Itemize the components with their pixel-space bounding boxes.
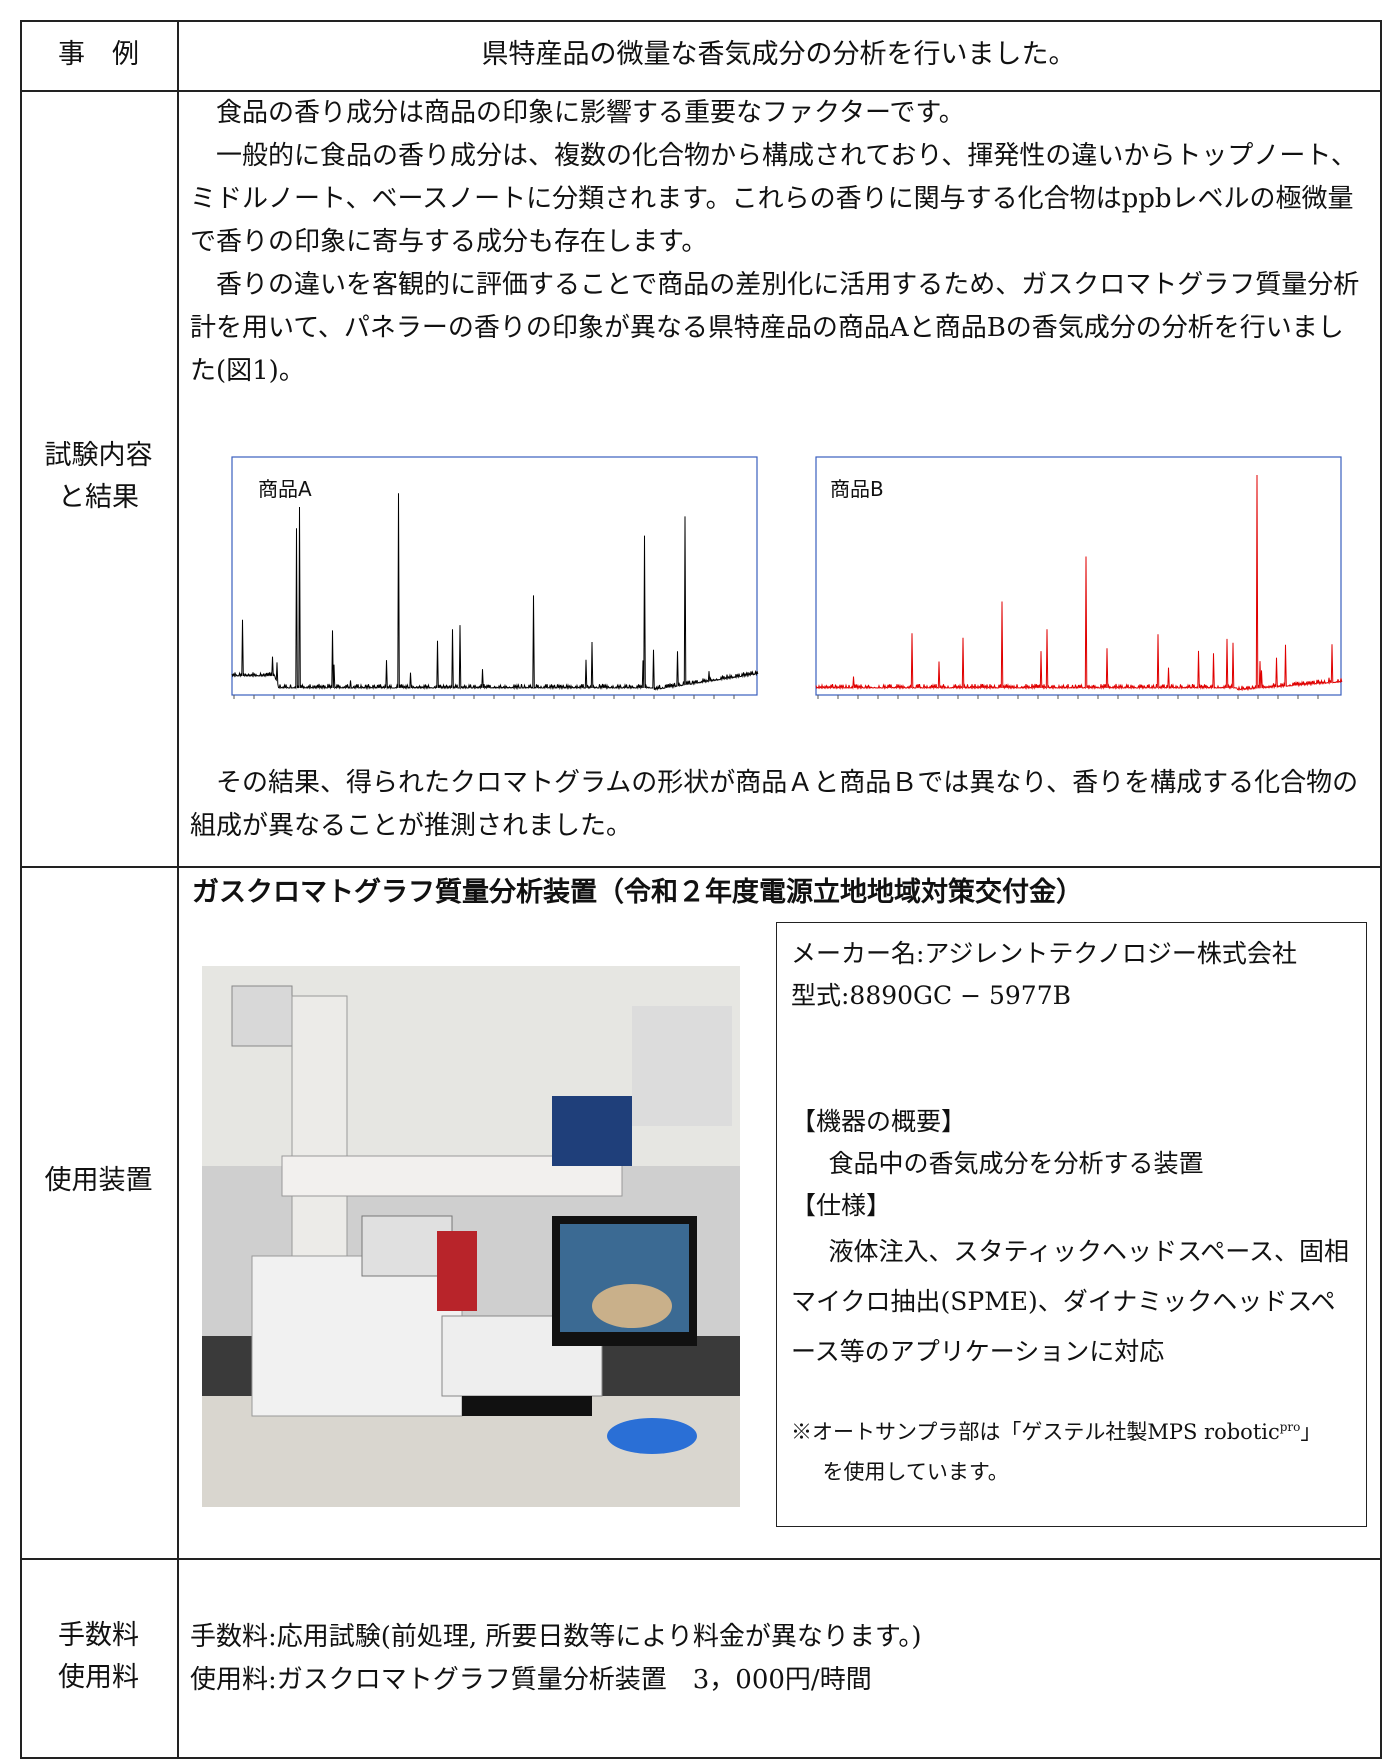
note: ※オートサンプラ部は「ゲステル社製MPS roboticpro」	[791, 1407, 1352, 1452]
label-line: 試験内容	[44, 440, 153, 471]
label-line: 手数料	[58, 1620, 139, 1651]
note-text: ※オートサンプラ部は「ゲステル社製MPS robotic	[791, 1420, 1280, 1444]
chromatogram	[815, 456, 1343, 699]
chromatogram	[231, 456, 759, 699]
spec-line: 食品中の香気成分を分析する装置	[828, 1149, 1204, 1178]
note-sup: pro	[1279, 1420, 1301, 1434]
fee-line: 手数料:応用試験(前処理, 所要日数等により料金が異なります。)	[190, 1622, 922, 1652]
rule	[1380, 20, 1382, 1759]
chromatogram-part	[231, 493, 759, 691]
figure-label: 商品A	[258, 477, 312, 501]
fees-text: 手数料:応用試験(前処理, 所要日数等により料金が異なります。) 使用料:ガスク…	[190, 1616, 921, 1702]
row-label: 使用装置	[44, 1165, 153, 1196]
fee-line: 使用料:ガスクロマトグラフ質量分析装置 3，000円/時間	[190, 1665, 872, 1695]
spec-line: 型式:8890GC − 5977B	[791, 981, 1071, 1010]
spec-title: 【機器の概要】	[791, 1107, 967, 1136]
chromatogram-part	[815, 456, 1342, 696]
rule	[20, 20, 1381, 22]
paragraph: 一般的に食品の香り成分は、複数の化合物から構成されており、揮発性の違いからトップ…	[190, 141, 1357, 257]
note-text: 」	[1300, 1420, 1322, 1444]
spec-title: 【仕様】	[791, 1191, 892, 1220]
rule	[20, 90, 1381, 92]
label-line: と結果	[58, 482, 139, 513]
header-title: 県特産品の微量な香気成分の分析を行いました。	[481, 39, 1076, 70]
rule	[20, 1558, 1381, 1560]
row-label: 試験内容 と結果	[20, 435, 177, 519]
rule	[20, 866, 1381, 868]
spec-line: メーカー名:アジレントテクノロジー株式会社	[791, 939, 1297, 968]
conclusion: その結果、得られたクロマトグラムの形状が商品Ａと商品Ｂでは異なり、香りを構成する…	[190, 768, 1359, 841]
chromatogram-part	[815, 474, 1343, 692]
header-label: 事 例	[58, 39, 139, 70]
rule	[177, 20, 179, 1759]
label-line: 使用料	[58, 1662, 139, 1693]
results-text: 食品の香り成分は商品の印象に影響する重要なファクターです。 一般的に食品の香り成…	[190, 92, 1365, 393]
rule	[20, 1757, 1381, 1759]
paragraph: 食品の香り成分は商品の印象に影響する重要なファクターです。	[216, 98, 965, 128]
row-label: 手数料 使用料	[20, 1615, 177, 1699]
note-text: を使用しています。	[822, 1460, 1009, 1484]
equipment-heading: ガスクロマトグラフ質量分析装置（令和２年度電源立地地域対策交付金）	[192, 877, 1083, 908]
equipment-photo	[202, 966, 740, 1507]
rule	[20, 20, 22, 1759]
paragraph: 香りの違いを客観的に評価することで商品の差別化に活用するため、ガスクロマトグラフ…	[190, 270, 1360, 386]
spec-box: メーカー名:アジレントテクノロジー株式会社 型式:8890GC − 5977B …	[776, 922, 1367, 1527]
spec-line: 液体注入、スタティックヘッドスペース、固相マイクロ抽出(SPME)、ダイナミック…	[791, 1237, 1350, 1366]
figure-label: 商品B	[830, 477, 884, 501]
